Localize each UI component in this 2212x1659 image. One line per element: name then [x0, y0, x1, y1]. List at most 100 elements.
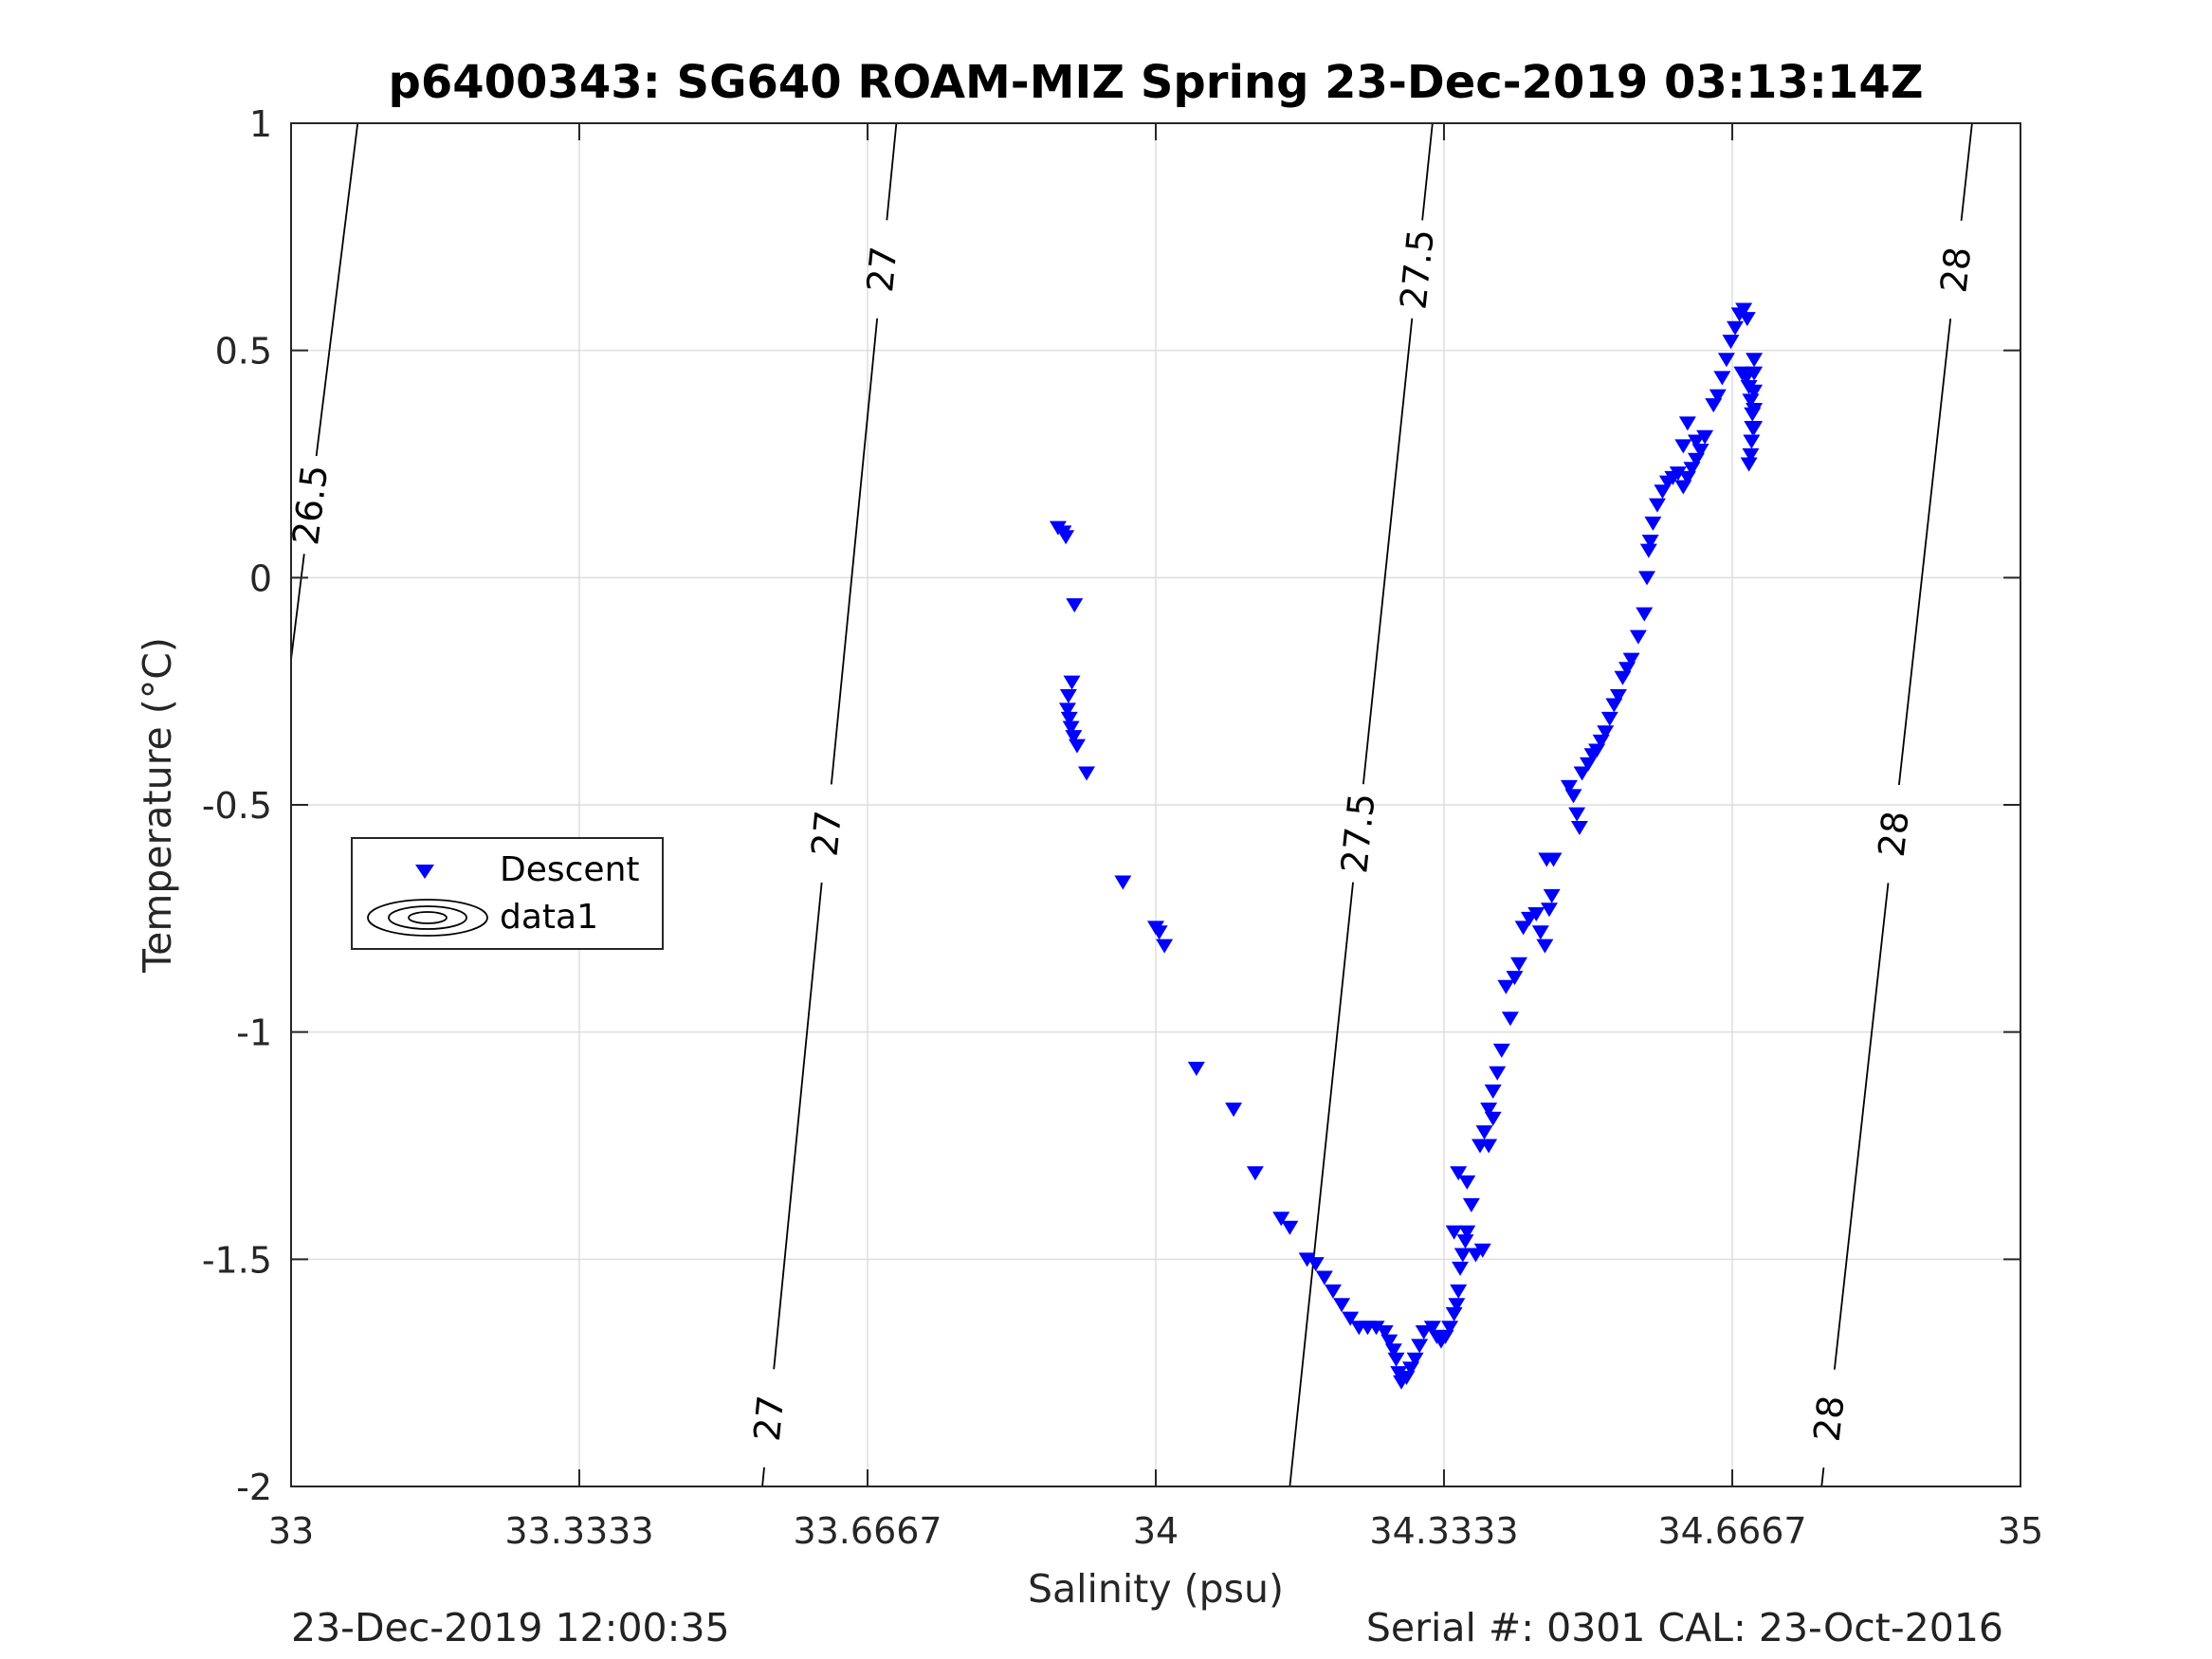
descent-point [1333, 1298, 1351, 1313]
x-tick-label: 35 [1998, 1510, 2043, 1552]
contour-line-27-5 [1362, 318, 1414, 785]
descent-point [1746, 366, 1764, 381]
descent-point [1307, 1257, 1325, 1272]
contour-label-27: 27 [859, 245, 905, 294]
contour-line-26-5 [290, 554, 305, 660]
descent-point [1462, 1197, 1480, 1212]
descent-point [1367, 1321, 1385, 1336]
descent-point [1543, 888, 1561, 903]
descent-point [1644, 516, 1662, 531]
axis-ticks: 33 33.3333 33.6667 34 34.3333 34.6667 35 -2 -1.5… [202, 103, 2043, 1552]
contour-line-27-5 [1421, 122, 1434, 221]
descent-point [1484, 1084, 1502, 1099]
descent-point [1390, 1366, 1408, 1381]
contour-line-28 [1820, 1467, 1825, 1487]
x-tick-label: 34.6667 [1657, 1510, 1806, 1552]
y-tick-label: -1 [236, 1012, 272, 1054]
descent-point [1727, 320, 1745, 336]
descent-point [1441, 1321, 1459, 1336]
descent-point [1568, 807, 1586, 822]
descent-point [1536, 939, 1554, 954]
descent-point [1514, 921, 1532, 936]
contour-line-27 [830, 318, 879, 785]
contour-label-28: 28 [1871, 809, 1917, 859]
descent-point [1484, 1111, 1502, 1126]
descent-point [1492, 1043, 1510, 1058]
descent-point [1573, 766, 1591, 781]
descent-point [1246, 1166, 1264, 1181]
descent-point [1315, 1270, 1333, 1285]
descent-point [1384, 1343, 1402, 1358]
descent-point [1674, 439, 1692, 454]
descent-point [1078, 766, 1096, 781]
descent-point [1324, 1284, 1342, 1299]
footer-serial-cal: Serial #: 0301 CAL: 23-Oct-2016 [1365, 1605, 2003, 1650]
contour-line-28 [1833, 883, 1890, 1370]
descent-point [1742, 447, 1760, 463]
descent-point [1387, 1352, 1405, 1367]
contour-label-26-5: 26.5 [284, 463, 336, 547]
descent-point [1540, 902, 1558, 918]
legend: Descent data1 [351, 837, 664, 950]
contour-line-27 [773, 882, 823, 1370]
y-axis-label: Temperature (°C) [135, 637, 180, 974]
descent-point [1411, 1339, 1429, 1354]
descent-point [1501, 1012, 1519, 1027]
contour-label-27-5: 27.5 [1333, 792, 1383, 876]
descent-point [1458, 1225, 1476, 1240]
descent-point [1062, 720, 1080, 736]
descent-point [1415, 1325, 1433, 1340]
y-tick-label: 0 [249, 557, 272, 599]
descent-point [1480, 1103, 1498, 1118]
descent-point [1281, 1220, 1299, 1235]
descent-point [1560, 779, 1578, 794]
x-tick-label: 33.3333 [504, 1510, 653, 1552]
descent-point [1746, 402, 1764, 417]
contour-line-27 [761, 1467, 765, 1487]
x-tick-label: 34 [1133, 1510, 1179, 1552]
legend-contour-icon [367, 899, 488, 937]
descent-point [1480, 1139, 1498, 1154]
descent-point [1696, 429, 1714, 445]
descent-point [1746, 353, 1764, 368]
descent-point [1452, 1261, 1470, 1276]
descent-point [1065, 730, 1083, 745]
descent-point [1497, 979, 1515, 994]
descent-point [1114, 875, 1132, 890]
y-tick-label: -2 [236, 1467, 272, 1508]
y-tick-label: -0.5 [202, 785, 272, 827]
contour-label-28: 28 [1806, 1394, 1853, 1444]
descent-point [1545, 852, 1563, 867]
descent-point [1489, 1066, 1507, 1081]
descent-point [1059, 688, 1077, 703]
descent-point [1564, 789, 1582, 804]
x-axis-label: Salinity (psu) [1028, 1566, 1284, 1612]
descent-point [1060, 711, 1078, 726]
descent-point [1298, 1252, 1316, 1267]
descent-point [1445, 1225, 1463, 1240]
contour-line-28 [1898, 319, 1952, 786]
descent-point [1636, 607, 1654, 622]
x-tick-label: 34.3333 [1369, 1510, 1518, 1552]
x-tick-label: 33 [268, 1510, 314, 1552]
descent-point [1376, 1325, 1394, 1340]
descent-point [1527, 907, 1545, 922]
descent-point [1066, 598, 1084, 613]
contour-line-26-5 [315, 122, 359, 457]
descent-point [1629, 629, 1647, 645]
descent-point [1638, 571, 1656, 586]
descent-point [1225, 1103, 1243, 1118]
descent-point [1445, 1306, 1463, 1322]
descent-point [1063, 675, 1081, 690]
y-tick-label: -1.5 [202, 1239, 272, 1281]
descent-point [1597, 725, 1615, 740]
descent-point [1600, 711, 1618, 726]
footer-timestamp: 23-Dec-2019 12:00:35 [291, 1605, 730, 1650]
descent-points [1049, 302, 1764, 1390]
descent-point [1150, 925, 1168, 940]
descent-point [1406, 1352, 1424, 1367]
contour-line-28 [1960, 122, 1973, 221]
descent-point [1272, 1212, 1290, 1227]
descent-point [1738, 312, 1756, 327]
